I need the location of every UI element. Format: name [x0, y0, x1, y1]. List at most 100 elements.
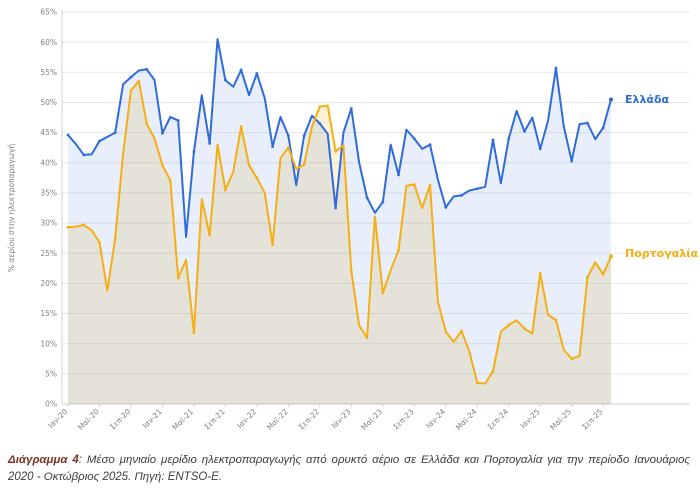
data-point[interactable]: [554, 66, 558, 70]
data-point[interactable]: [365, 336, 369, 340]
x-tick-label: Σεπ-23: [391, 407, 416, 432]
x-tick-label: Σεπ-24: [486, 407, 511, 432]
y-tick-label: 35%: [40, 189, 57, 198]
data-point[interactable]: [98, 240, 101, 244]
x-tick-label: Σεπ-25: [580, 407, 605, 432]
y-tick-label: 65%: [40, 8, 57, 17]
data-point[interactable]: [302, 163, 306, 166]
y-tick-label: 40%: [40, 158, 57, 167]
data-point[interactable]: [255, 72, 259, 75]
data-point[interactable]: [507, 323, 511, 327]
data-point[interactable]: [491, 370, 495, 373]
data-point[interactable]: [460, 193, 463, 197]
data-point[interactable]: [475, 187, 479, 191]
data-point[interactable]: [554, 318, 558, 322]
data-point[interactable]: [570, 357, 574, 361]
data-point[interactable]: [224, 78, 227, 82]
y-tick-label: 60%: [40, 38, 57, 47]
data-point[interactable]: [428, 143, 432, 147]
data-point[interactable]: [349, 269, 353, 273]
data-point[interactable]: [66, 225, 70, 229]
data-point[interactable]: [255, 176, 259, 180]
series-line-portugal[interactable]: [67, 79, 613, 385]
data-point[interactable]: [192, 150, 196, 154]
data-point[interactable]: [82, 223, 86, 227]
data-point[interactable]: [397, 248, 400, 252]
data-point[interactable]: [192, 331, 196, 335]
data-point[interactable]: [444, 330, 448, 334]
data-point[interactable]: [538, 271, 542, 275]
data-point[interactable]: [334, 206, 337, 210]
data-point[interactable]: [208, 142, 212, 145]
y-tick-label: 10%: [40, 339, 57, 348]
data-point[interactable]: [334, 149, 337, 153]
data-point[interactable]: [161, 163, 164, 167]
data-point[interactable]: [381, 291, 385, 295]
data-point[interactable]: [601, 272, 605, 276]
data-point[interactable]: [460, 329, 463, 333]
data-point[interactable]: [286, 146, 290, 150]
data-point[interactable]: [239, 125, 243, 128]
area-fill-greece: [68, 39, 612, 405]
data-point[interactable]: [475, 381, 479, 385]
y-tick-label: 30%: [40, 219, 57, 228]
data-point[interactable]: [318, 122, 322, 125]
data-point[interactable]: [412, 137, 416, 141]
data-point[interactable]: [113, 131, 117, 135]
data-point[interactable]: [161, 131, 164, 135]
data-point[interactable]: [507, 137, 511, 141]
x-tick-label: Σεπ-22: [297, 407, 322, 432]
y-tick-label: 0%: [45, 400, 57, 409]
data-point[interactable]: [145, 67, 149, 71]
data-point[interactable]: [66, 133, 70, 137]
y-tick-label: 20%: [40, 279, 57, 288]
data-point[interactable]: [412, 183, 416, 186]
data-point[interactable]: [239, 68, 243, 72]
data-point[interactable]: [98, 139, 101, 143]
data-point[interactable]: [428, 183, 432, 187]
data-point[interactable]: [82, 153, 86, 157]
data-point[interactable]: [444, 205, 448, 209]
data-point[interactable]: [271, 243, 275, 247]
x-tick-label: Ιαν-23: [330, 407, 353, 430]
figure-caption: Διάγραμμα 4: Μέσο μηνιαίο μερίδιο ηλεκτρ…: [8, 452, 690, 485]
y-tick-label: 25%: [40, 249, 57, 258]
x-tick-label: Ιαν-24: [424, 407, 447, 430]
data-point[interactable]: [176, 119, 180, 122]
figure-caption-body: : Μέσο μηνιαίο μερίδιο ηλεκτροπαραγωγής …: [8, 454, 690, 483]
series-line-greece[interactable]: [67, 38, 613, 238]
data-point[interactable]: [129, 75, 133, 79]
data-point[interactable]: [365, 196, 369, 200]
area-fill-portugal: [68, 80, 612, 405]
line-chart[interactable]: 0% 5% 10% 15% 20% 25% 30% 35% 40% 45% 50% 55% 60% 65%…: [0, 0, 700, 445]
y-tick-label: 55%: [40, 68, 57, 77]
data-point[interactable]: [538, 147, 542, 151]
x-tick-label: Ιαν-22: [235, 407, 258, 430]
data-point[interactable]: [145, 122, 149, 125]
data-point[interactable]: [208, 233, 212, 237]
chart-canvas[interactable]: 0% 5% 10% 15% 20% 25% 30% 35% 40% 45% 50% 55% 60% 65%…: [0, 0, 700, 445]
data-point[interactable]: [349, 107, 353, 110]
data-point[interactable]: [586, 275, 589, 279]
data-point[interactable]: [129, 89, 133, 92]
data-point[interactable]: [523, 130, 526, 133]
data-point[interactable]: [491, 138, 495, 142]
data-point[interactable]: [318, 105, 322, 109]
data-point[interactable]: [586, 121, 589, 125]
data-point[interactable]: [271, 145, 275, 148]
data-point[interactable]: [113, 236, 117, 240]
x-tick-label: Ιαν-21: [141, 407, 164, 430]
y-axis-title: % αερίου στην ηλεκτροπαραγωγή: [7, 144, 16, 273]
data-point[interactable]: [381, 200, 385, 204]
data-point[interactable]: [302, 134, 306, 138]
data-point[interactable]: [601, 126, 605, 130]
data-point[interactable]: [224, 188, 227, 192]
x-tick-label: Μαϊ-25: [548, 407, 573, 432]
data-point[interactable]: [176, 276, 180, 280]
data-point[interactable]: [397, 173, 400, 177]
data-point[interactable]: [523, 327, 526, 331]
data-point[interactable]: [570, 159, 574, 163]
x-tick-label: Ιαν-20: [46, 407, 69, 430]
data-point[interactable]: [286, 134, 290, 138]
